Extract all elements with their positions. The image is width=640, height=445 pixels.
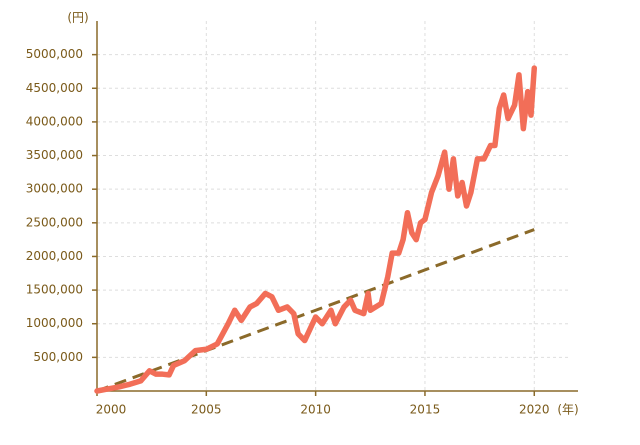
y-tick-label: 3500,000: [26, 148, 83, 162]
y-tick-label: 2500,000: [26, 215, 83, 229]
x-tick-label: 2005: [191, 403, 222, 417]
x-tick-label: 2000: [96, 403, 127, 417]
data-line: [94, 65, 538, 394]
y-tick-label: 2000,000: [26, 249, 83, 263]
y-tick-label: 1000,000: [26, 316, 83, 330]
y-axis-label: (円): [67, 11, 88, 25]
y-tick-label: 4000,000: [26, 114, 83, 128]
x-tick-label: 2015: [410, 403, 441, 417]
x-tick-label: 2010: [300, 403, 331, 417]
y-tick-label: 5000,000: [26, 47, 83, 61]
trend-line: [96, 228, 535, 393]
y-tick-label: 500,000: [33, 350, 83, 364]
x-axis-label: (年): [557, 403, 578, 417]
x-tick-label: 2020: [519, 403, 550, 417]
y-tick-label: 1500,000: [26, 283, 83, 297]
y-tick-label: 3000,000: [26, 182, 83, 196]
y-tick-label: 4500,000: [26, 81, 83, 95]
